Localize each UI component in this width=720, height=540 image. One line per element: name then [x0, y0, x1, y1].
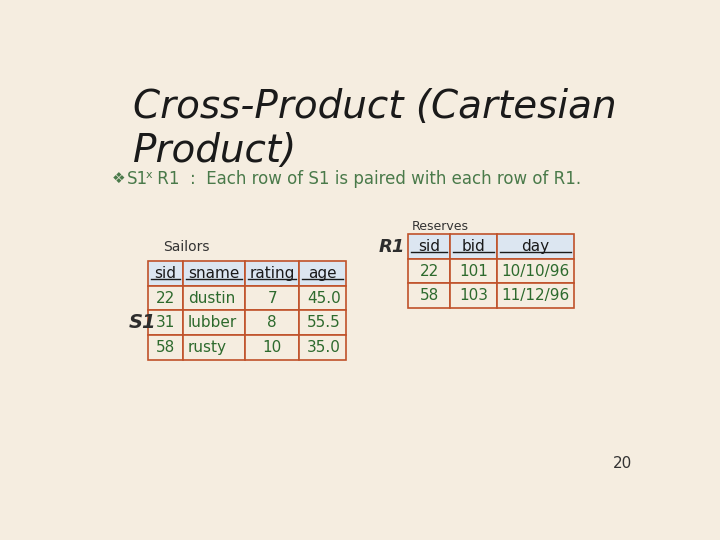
- Text: sid: sid: [418, 239, 440, 254]
- Text: 20: 20: [613, 456, 632, 471]
- Text: 31: 31: [156, 315, 175, 330]
- Bar: [148, 261, 183, 286]
- Bar: [148, 310, 183, 335]
- Bar: [300, 335, 346, 360]
- Text: 22: 22: [156, 291, 175, 306]
- Text: 11/12/96: 11/12/96: [501, 288, 570, 303]
- Text: day: day: [521, 239, 549, 254]
- Bar: [245, 286, 300, 310]
- Bar: [245, 261, 300, 286]
- Bar: [451, 284, 497, 308]
- Text: 58: 58: [420, 288, 438, 303]
- Text: 58: 58: [156, 340, 175, 355]
- Bar: [148, 335, 183, 360]
- Bar: [183, 335, 245, 360]
- Text: sid: sid: [155, 266, 176, 281]
- Text: dustin: dustin: [188, 291, 235, 306]
- Bar: [245, 335, 300, 360]
- Bar: [408, 259, 451, 284]
- Bar: [497, 259, 575, 284]
- Bar: [183, 310, 245, 335]
- Bar: [408, 284, 451, 308]
- Bar: [245, 310, 300, 335]
- Bar: [497, 284, 575, 308]
- Text: Reserves: Reserves: [412, 220, 469, 233]
- Bar: [451, 259, 497, 284]
- Text: bid: bid: [462, 239, 485, 254]
- Bar: [183, 286, 245, 310]
- Text: 35.0: 35.0: [307, 340, 341, 355]
- Text: x: x: [145, 170, 153, 180]
- Bar: [451, 234, 497, 259]
- Text: ❖: ❖: [112, 171, 125, 186]
- Text: 7: 7: [267, 291, 277, 306]
- Text: S1: S1: [127, 170, 148, 188]
- Bar: [497, 234, 575, 259]
- Bar: [408, 234, 451, 259]
- Text: sname: sname: [189, 266, 240, 281]
- Bar: [148, 286, 183, 310]
- Text: age: age: [308, 266, 337, 281]
- Bar: [300, 310, 346, 335]
- Text: R1: R1: [378, 238, 405, 255]
- Text: 101: 101: [459, 264, 488, 279]
- Text: 8: 8: [267, 315, 277, 330]
- Bar: [300, 286, 346, 310]
- Text: 10/10/96: 10/10/96: [501, 264, 570, 279]
- Bar: [183, 261, 245, 286]
- Text: 10: 10: [263, 340, 282, 355]
- Text: 55.5: 55.5: [307, 315, 341, 330]
- Text: 45.0: 45.0: [307, 291, 341, 306]
- Text: rating: rating: [249, 266, 294, 281]
- Text: Cross-Product (Cartesian
Product): Cross-Product (Cartesian Product): [132, 88, 616, 170]
- Text: Sailors: Sailors: [163, 240, 210, 254]
- Text: S1: S1: [129, 313, 156, 332]
- Bar: [300, 261, 346, 286]
- Text: R1  :  Each row of S1 is paired with each row of R1.: R1 : Each row of S1 is paired with each …: [152, 170, 581, 188]
- Text: 103: 103: [459, 288, 488, 303]
- Text: 22: 22: [420, 264, 438, 279]
- Text: lubber: lubber: [188, 315, 237, 330]
- Text: rusty: rusty: [188, 340, 227, 355]
